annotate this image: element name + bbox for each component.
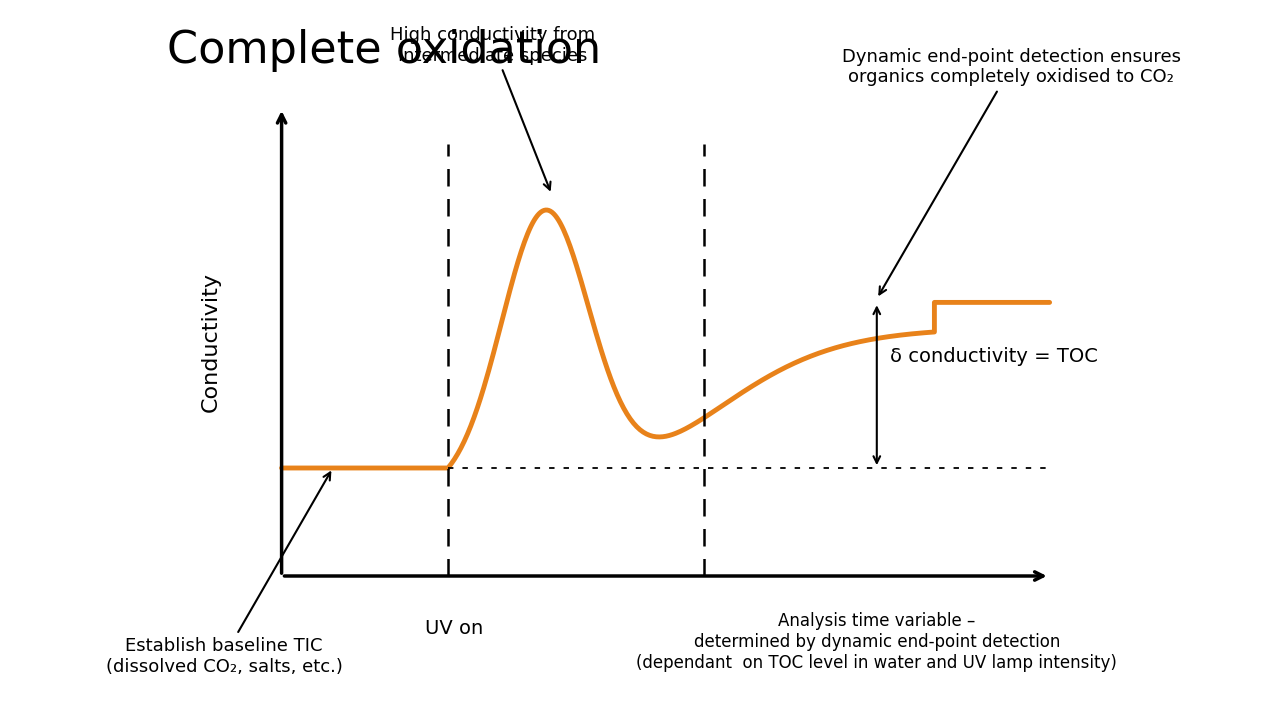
Text: UV on: UV on [425,619,484,638]
Text: Dynamic end-point detection ensures
organics completely oxidised to CO₂: Dynamic end-point detection ensures orga… [842,48,1180,294]
Text: Complete oxidation: Complete oxidation [166,29,602,72]
Text: δ conductivity = TOC: δ conductivity = TOC [890,347,1097,366]
Text: Establish baseline TIC
(dissolved CO₂, salts, etc.): Establish baseline TIC (dissolved CO₂, s… [105,472,343,676]
Text: Conductivity: Conductivity [201,272,221,412]
Text: High conductivity from
intermediate species: High conductivity from intermediate spec… [390,26,595,189]
Text: Analysis time variable –
determined by dynamic end-point detection
(dependant  o: Analysis time variable – determined by d… [636,612,1117,672]
